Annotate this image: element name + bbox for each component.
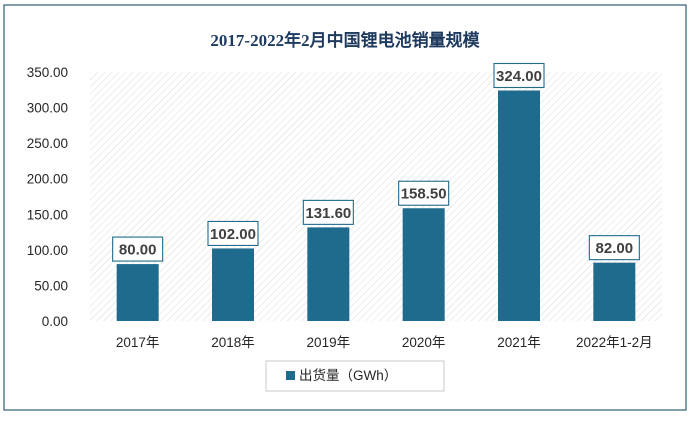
x-category-label: 2019年	[307, 335, 351, 350]
legend-swatch	[286, 371, 295, 380]
x-category-label: 2018年	[211, 335, 255, 350]
y-axis-ticks: 0.00 50.00 100.00 150.00 200.00 250.00 300.00 3…	[27, 65, 68, 329]
legend: 出货量（GWh）	[265, 360, 445, 392]
x-category-label: 2021年	[497, 335, 541, 350]
y-tick-label: 0.00	[42, 314, 68, 329]
data-label: 80.00	[119, 242, 157, 259]
x-axis-categories: 2017年 2018年 2019年 2020年 2021年 2022年1-2月	[116, 335, 653, 350]
bar	[402, 208, 445, 321]
data-label: 82.00	[596, 240, 634, 257]
data-label: 131.60	[305, 205, 351, 222]
y-tick-label: 50.00	[34, 278, 68, 293]
x-category-label: 2017年	[116, 335, 160, 350]
y-tick-label: 150.00	[27, 207, 68, 222]
bar	[212, 248, 254, 321]
data-label-box	[588, 235, 640, 261]
data-label: 158.50	[401, 186, 447, 203]
data-label-box	[302, 199, 354, 225]
data-label: 324.00	[496, 68, 542, 85]
y-tick-label: 350.00	[27, 65, 68, 80]
data-label-box	[398, 180, 450, 206]
data-label-box	[112, 236, 164, 262]
x-category-label: 2022年1-2月	[576, 335, 653, 350]
bar	[116, 264, 159, 321]
data-label-box	[493, 62, 545, 89]
chart-title: 2017-2022年2月中国锂电池销量规模	[210, 30, 480, 50]
y-tick-label: 100.00	[27, 243, 68, 258]
data-label: 102.00	[210, 226, 256, 243]
data-labels-group: 80.00 102.00 131.60 158.50 324.00 82.00	[112, 62, 640, 262]
x-category-label: 2020年	[402, 335, 446, 350]
bar	[307, 227, 350, 321]
y-tick-label: 200.00	[27, 172, 68, 187]
bars-group	[116, 90, 636, 321]
plot-area	[90, 72, 662, 321]
bar	[498, 90, 540, 321]
y-tick-label: 300.00	[27, 101, 68, 116]
legend-box	[265, 360, 445, 392]
legend-label: 出货量（GWh）	[299, 367, 397, 383]
data-label-box	[207, 220, 259, 246]
y-tick-label: 250.00	[27, 136, 68, 151]
bar	[593, 262, 636, 321]
